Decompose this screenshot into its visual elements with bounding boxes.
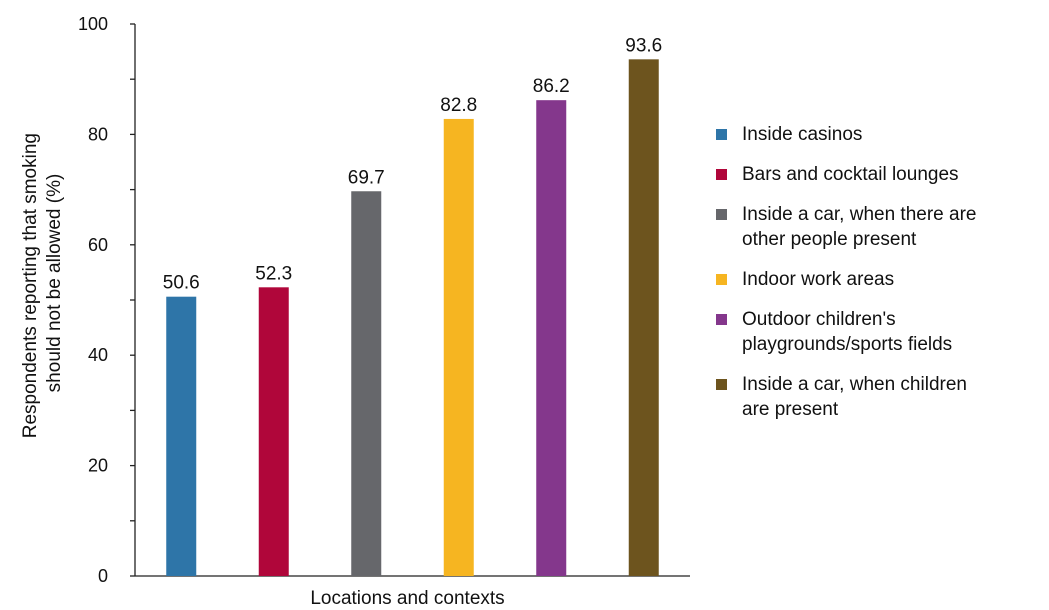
bar [443,118,474,576]
y-axis-title-line-2: should not be allowed (%) [44,174,65,393]
legend-swatch [716,129,727,140]
legend-label-line: Inside casinos [742,124,863,145]
y-tick-label: 100 [78,14,108,34]
bar [536,100,567,577]
bar [258,287,289,576]
y-tick-label: 20 [88,456,108,476]
bar-value-labels: 50.6 52.3 69.7 82.8 86.2 93.6 [163,35,662,293]
bar-value-label: 93.6 [625,35,662,56]
bar [166,296,197,576]
legend-item: Inside a car, when there are other people… [716,202,1046,252]
legend-label-line: are present [742,399,839,420]
legend-label-line: Bars and cocktail lounges [742,164,959,185]
legend-item: Outdoor children's playgrounds/sports fie… [716,307,1046,357]
y-tick-label: 40 [88,345,108,365]
legend-label-line: Indoor work areas [742,269,895,290]
bar-value-label: 86.2 [533,76,570,97]
bar [351,191,382,577]
legend-label-line: Inside a car, when there are [742,204,977,225]
bars [166,59,659,577]
legend-item: Inside a car, when children are present [716,372,1046,422]
legend-item: Bars and cocktail lounges [716,162,1046,187]
legend-item: Inside casinos [716,122,1046,147]
legend-swatch [716,314,727,325]
y-axis-title: Respondents reporting that smoking shoul… [20,128,65,439]
x-axis-title: Locations and contexts [310,588,504,609]
bar-value-label: 50.6 [163,273,200,294]
legend-label-line: Outdoor children's [742,309,896,330]
bar-chart: 0 20 40 60 80 100 50.6 52.3 69.7 82.8 86.2 93.6 Lo… [20,14,690,609]
bar-value-label: 82.8 [440,95,477,116]
legend-item: Indoor work areas [716,267,1046,292]
legend-swatch [716,209,727,220]
legend-label-line: Inside a car, when children [742,374,967,395]
y-axis-title-line-1: Respondents reporting that smoking [20,133,41,438]
legend-label-line: playgrounds/sports fields [742,334,953,355]
y-tick-label: 0 [98,566,108,586]
y-tick-label: 80 [88,124,108,144]
bar-value-label: 52.3 [255,263,292,284]
legend: Inside casinos Bars and cocktail lounges I… [716,122,1046,437]
bar-value-label: 69.7 [348,167,385,188]
legend-swatch [716,274,727,285]
legend-label-line: other people present [742,229,917,250]
legend-swatch [716,379,727,390]
y-tick-label: 60 [88,235,108,255]
bar [628,59,659,576]
legend-swatch [716,169,727,180]
y-axis: 0 20 40 60 80 100 [78,14,136,586]
